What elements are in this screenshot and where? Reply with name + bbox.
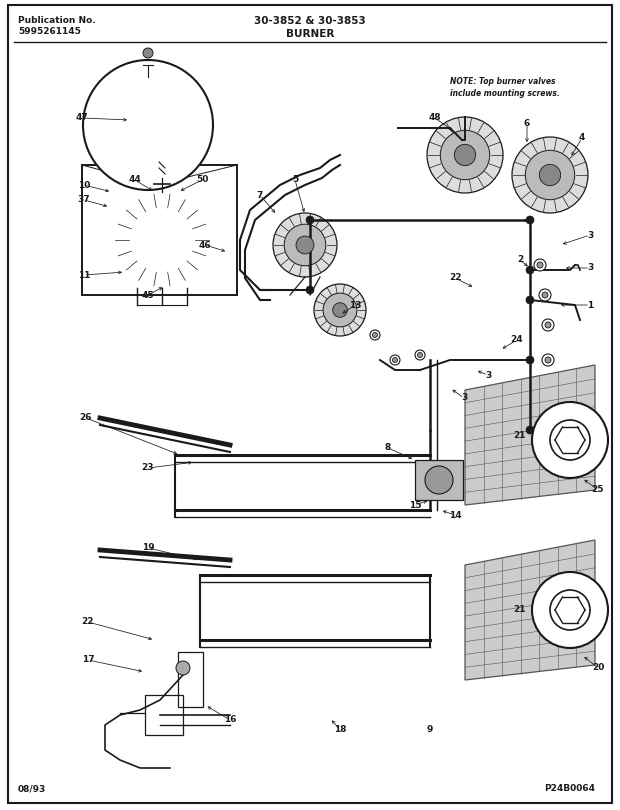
Circle shape (532, 402, 608, 478)
Bar (415, 460, 463, 500)
Text: 26: 26 (80, 413, 92, 423)
Circle shape (306, 216, 314, 224)
Circle shape (539, 289, 551, 301)
Text: 30-3852 & 30-3853: 30-3852 & 30-3853 (254, 16, 366, 26)
Bar (178, 652, 203, 707)
Circle shape (159, 168, 166, 176)
Circle shape (417, 352, 422, 357)
Circle shape (427, 117, 503, 193)
Text: 3: 3 (485, 370, 491, 380)
Circle shape (100, 77, 196, 173)
Text: 22: 22 (449, 274, 461, 283)
Text: 2: 2 (517, 255, 523, 265)
Text: 13: 13 (348, 301, 361, 309)
Circle shape (370, 330, 380, 340)
Text: 45: 45 (142, 291, 154, 300)
Text: 8: 8 (385, 444, 391, 453)
Circle shape (526, 296, 534, 304)
Circle shape (284, 224, 326, 266)
Text: 3: 3 (461, 394, 467, 403)
Circle shape (392, 357, 397, 363)
Circle shape (545, 322, 551, 328)
Text: 21: 21 (514, 606, 526, 615)
Text: 25: 25 (591, 485, 604, 494)
Text: 5: 5 (292, 176, 298, 185)
Text: 20: 20 (592, 663, 604, 672)
Circle shape (512, 137, 588, 213)
Circle shape (135, 112, 161, 139)
Text: 4: 4 (579, 134, 585, 143)
Text: 14: 14 (449, 510, 461, 519)
Text: 23: 23 (142, 463, 154, 472)
Text: 22: 22 (82, 617, 94, 626)
Circle shape (296, 236, 314, 254)
Circle shape (425, 466, 453, 494)
Text: P24B0064: P24B0064 (544, 784, 595, 793)
Bar (82, 165, 237, 295)
Text: 08/93: 08/93 (18, 784, 46, 793)
Text: 37: 37 (78, 195, 91, 204)
Text: 15: 15 (409, 501, 421, 509)
Polygon shape (465, 365, 595, 505)
Circle shape (526, 266, 534, 274)
Circle shape (526, 216, 534, 224)
Text: 21: 21 (514, 430, 526, 440)
Circle shape (149, 227, 175, 254)
Circle shape (83, 60, 213, 190)
Circle shape (542, 292, 548, 298)
Circle shape (306, 286, 314, 294)
Text: 3: 3 (587, 231, 593, 240)
Circle shape (117, 94, 179, 156)
Text: 44: 44 (128, 176, 141, 185)
Circle shape (537, 262, 543, 268)
Text: 19: 19 (142, 544, 154, 552)
Text: BURNER: BURNER (286, 29, 334, 39)
Text: 11: 11 (78, 271, 91, 279)
Circle shape (114, 192, 210, 288)
Text: 47: 47 (76, 113, 89, 122)
Circle shape (373, 332, 378, 338)
Text: 16: 16 (224, 715, 236, 724)
Text: 17: 17 (82, 655, 94, 664)
Bar (145, 695, 183, 735)
Text: 9: 9 (427, 726, 433, 735)
Circle shape (314, 284, 366, 336)
Text: 50: 50 (196, 176, 208, 185)
Circle shape (545, 357, 551, 363)
Text: NOTE: Top burner valves
include mounting screws.: NOTE: Top burner valves include mounting… (450, 77, 560, 99)
Circle shape (143, 48, 153, 58)
Circle shape (534, 259, 546, 271)
Circle shape (390, 355, 400, 365)
Text: 48: 48 (428, 113, 441, 122)
Circle shape (323, 293, 357, 327)
Circle shape (415, 350, 425, 360)
Text: 46: 46 (198, 241, 211, 249)
Text: 10: 10 (78, 181, 90, 190)
Circle shape (542, 319, 554, 331)
Circle shape (454, 144, 476, 165)
Text: 5995261145: 5995261145 (18, 27, 81, 36)
Text: 6: 6 (524, 118, 530, 127)
Text: Publication No.: Publication No. (18, 16, 95, 25)
Circle shape (273, 213, 337, 277)
Circle shape (155, 165, 169, 179)
Circle shape (176, 661, 190, 675)
Circle shape (532, 572, 608, 648)
Text: 3: 3 (587, 263, 593, 272)
Circle shape (526, 356, 534, 364)
Text: 24: 24 (511, 335, 523, 344)
Circle shape (542, 354, 554, 366)
Circle shape (333, 303, 347, 318)
Circle shape (539, 164, 560, 185)
Text: 18: 18 (334, 726, 346, 735)
Polygon shape (465, 540, 595, 680)
Circle shape (525, 151, 575, 200)
Circle shape (440, 130, 490, 180)
Text: 1: 1 (587, 301, 593, 309)
Circle shape (131, 209, 193, 271)
Circle shape (526, 426, 534, 434)
Text: 7: 7 (257, 190, 263, 199)
